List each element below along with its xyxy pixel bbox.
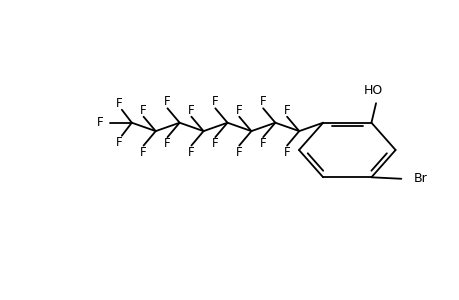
Text: F: F bbox=[96, 116, 103, 129]
Text: F: F bbox=[212, 137, 218, 150]
Text: F: F bbox=[164, 137, 170, 150]
Text: F: F bbox=[140, 146, 146, 159]
Text: F: F bbox=[188, 103, 194, 117]
Text: F: F bbox=[259, 137, 266, 150]
Text: F: F bbox=[140, 103, 146, 117]
Text: F: F bbox=[116, 136, 123, 149]
Text: F: F bbox=[164, 95, 170, 108]
Text: F: F bbox=[283, 103, 290, 117]
Text: F: F bbox=[283, 146, 290, 159]
Text: F: F bbox=[235, 103, 242, 117]
Text: F: F bbox=[235, 146, 242, 159]
Text: F: F bbox=[116, 97, 123, 110]
Text: F: F bbox=[188, 146, 194, 159]
Text: HO: HO bbox=[364, 84, 382, 97]
Text: F: F bbox=[259, 95, 266, 108]
Text: Br: Br bbox=[414, 172, 427, 185]
Text: F: F bbox=[212, 95, 218, 108]
